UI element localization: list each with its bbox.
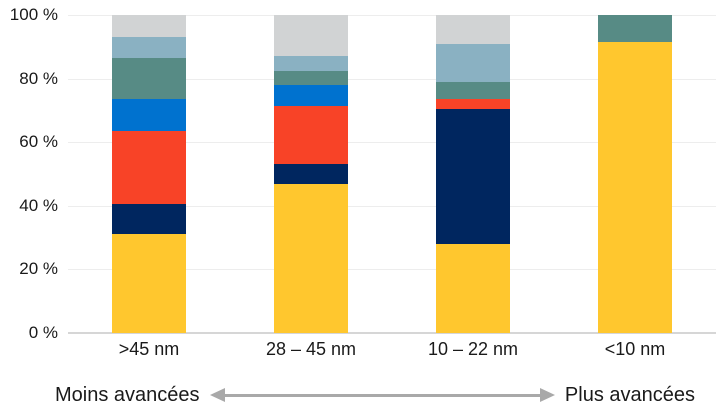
light-gray-segment [436,15,510,44]
navy-segment [436,108,510,244]
bar-4 [598,15,672,333]
bar-1 [112,15,186,333]
gridline [68,78,716,80]
blue-segment [274,84,348,106]
red-segment [112,131,186,205]
steel-blue-segment [436,43,510,82]
double-arrow [209,387,555,403]
red-segment [436,99,510,109]
arrow-right-head-icon [539,388,555,402]
x-axis: >45 nm 28 – 45 nm 10 – 22 nm <10 nm [68,339,716,360]
blue-segment [112,99,186,132]
y-tick-label: 20 % [19,259,58,279]
steel-blue-segment [274,56,348,71]
arrow-shaft [224,393,540,397]
x-category-label: <10 nm [604,339,666,359]
y-tick-label: 80 % [19,68,58,88]
x-category-label: >45 nm [118,339,180,359]
axis-annotation: Moins avancées Plus avancées [55,381,695,409]
gridline [68,142,716,144]
y-tick-label: 60 % [19,132,58,152]
x-category-label: 28 – 45 nm [265,339,357,359]
teal-segment [598,15,672,43]
yellow-segment [436,243,510,333]
red-segment [274,105,348,165]
teal-segment [112,57,186,100]
bar-3 [436,15,510,333]
yellow-segment [274,183,348,333]
gridline [68,15,716,16]
navy-segment [274,164,348,184]
light-gray-segment [274,15,348,57]
y-axis: 0 % 20 % 40 % 60 % 80 % 100 % [0,6,58,342]
gridline [68,269,716,271]
gridline [68,205,716,207]
yellow-segment [112,234,186,333]
x-axis-line [68,332,716,334]
steel-blue-segment [112,37,186,58]
plot-area [68,15,716,334]
y-tick-label: 100 % [9,5,58,24]
bars-group [68,15,716,333]
teal-segment [274,70,348,85]
annotation-left-label: Moins avancées [55,383,200,406]
bar-2 [274,15,348,333]
yellow-segment [598,42,672,333]
x-category-label: 10 – 22 nm [427,339,519,359]
arrow-left-head-icon [209,388,225,402]
annotation-right-label: Plus avancées [564,383,695,406]
teal-segment [436,81,510,100]
navy-segment [112,204,186,235]
light-gray-segment [112,15,186,38]
y-tick-label: 0 % [28,323,58,342]
y-tick-label: 40 % [19,195,58,215]
